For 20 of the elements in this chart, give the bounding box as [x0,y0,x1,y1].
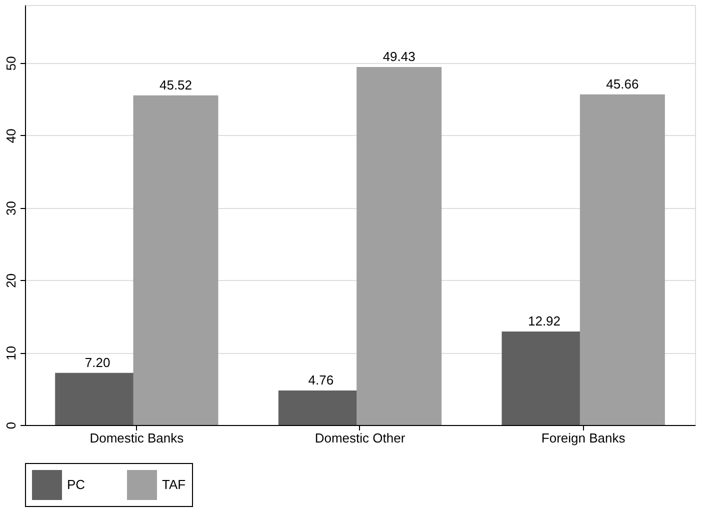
x-tick-label: Domestic Banks [90,430,184,446]
bar [580,94,665,425]
legend-label: PC [67,477,86,492]
y-tick-label: 10 [4,346,18,360]
y-tick-label: 50 [4,56,18,71]
y-tick-label: 0 [4,422,18,430]
x-tick-label: Foreign Banks [541,430,626,446]
data-label: 45.52 [159,77,192,92]
y-tick-label: 30 [4,201,18,216]
bar [356,67,442,425]
y-tick-label: 20 [4,273,18,288]
data-label: 7.20 [84,354,110,370]
bar [133,95,218,425]
data-label: 49.43 [382,49,416,64]
y-tick-label: 40 [4,128,18,144]
data-label: 12.92 [528,313,561,328]
data-label: 45.66 [606,76,639,92]
data-label: 4.76 [308,372,334,388]
x-tick-label: Domestic Other [314,430,406,446]
legend-label: TAF [162,477,186,492]
